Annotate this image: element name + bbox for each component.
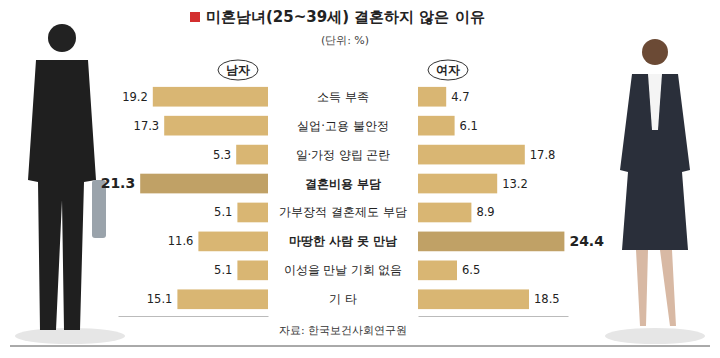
value-axis	[119, 316, 269, 317]
data-label: 24.4	[569, 233, 604, 249]
data-label: 17.3	[134, 119, 160, 133]
source: 자료: 한국보건사회연구원	[279, 324, 407, 337]
shadow	[15, 328, 125, 344]
data-label: 21.3	[101, 175, 136, 191]
category-label: 이성을 만날 기회 없음	[284, 263, 403, 277]
legend-item: 남자	[218, 60, 258, 80]
plot-area	[140, 87, 564, 309]
bar	[418, 289, 529, 309]
subtitle: (단위: %)	[321, 34, 369, 47]
title-marker	[190, 12, 200, 22]
bar	[153, 87, 268, 107]
data-label: 6.1	[460, 119, 478, 133]
axis-line	[119, 316, 269, 317]
axis-line	[419, 316, 569, 317]
data-label: 5.1	[214, 205, 232, 219]
category-label: 가부장적 결혼제도 부담	[279, 205, 406, 219]
shadow	[605, 328, 705, 344]
legend-outline	[428, 60, 468, 80]
woman-shirt	[648, 74, 662, 130]
category-label: 결혼비용 부담	[305, 177, 381, 191]
data-label: 8.9	[476, 205, 494, 219]
data-label: 4.7	[451, 90, 469, 104]
bar	[418, 174, 497, 194]
bar	[236, 145, 268, 165]
legend-label: 남자	[226, 63, 250, 77]
data-label: 6.5	[462, 263, 480, 277]
chart: 미혼남녀(25~39세) 결혼하지 않은 이유 (단위: %) 19.2 17.3 5.…	[0, 0, 720, 358]
data-label: 5.3	[213, 148, 231, 162]
bar	[237, 203, 268, 223]
title: 미혼남녀(25~39세) 결혼하지 않은 이유	[206, 8, 485, 26]
data-label: 17.8	[530, 148, 556, 162]
bar	[418, 87, 446, 107]
category-label: 마땅한 사람 못 만남	[289, 234, 397, 248]
data-label: 13.2	[502, 177, 528, 191]
data-label: 19.2	[122, 90, 148, 104]
data-label: 5.1	[214, 263, 232, 277]
woman-legs	[636, 250, 676, 326]
data-label: 11.6	[168, 234, 194, 248]
category-label: 실업·고용 불안정	[297, 119, 388, 133]
labels: 19.2 17.3 5.3 21.3 5.1 11.6 5.1 15.1 4.7 6.1 17.8 1…	[101, 90, 605, 307]
category-label: 일·가정 양립 곤란	[296, 148, 391, 162]
bar	[418, 145, 525, 165]
bar	[140, 174, 268, 194]
legend-label: 여자	[436, 63, 460, 77]
series-bars	[140, 87, 268, 309]
data-label: 18.5	[534, 292, 560, 306]
category-label: 기 타	[329, 292, 357, 306]
decoration	[15, 24, 705, 344]
bar	[198, 232, 268, 252]
bottom-rule	[10, 346, 710, 347]
bar	[237, 260, 268, 280]
data-label: 15.1	[147, 292, 173, 306]
value-axis	[419, 316, 569, 317]
category-label: 소득 부족	[317, 90, 369, 104]
man-body	[28, 60, 96, 330]
bar	[177, 289, 268, 309]
bar	[418, 116, 455, 136]
bar	[418, 260, 457, 280]
man-head	[48, 24, 76, 52]
legend-item: 여자	[428, 60, 468, 80]
bar	[164, 116, 268, 136]
series-bars	[418, 87, 564, 309]
bar	[418, 203, 471, 223]
legend-outline	[218, 60, 258, 80]
bar	[418, 232, 564, 252]
woman-head	[642, 39, 668, 65]
woman-body	[620, 74, 690, 250]
